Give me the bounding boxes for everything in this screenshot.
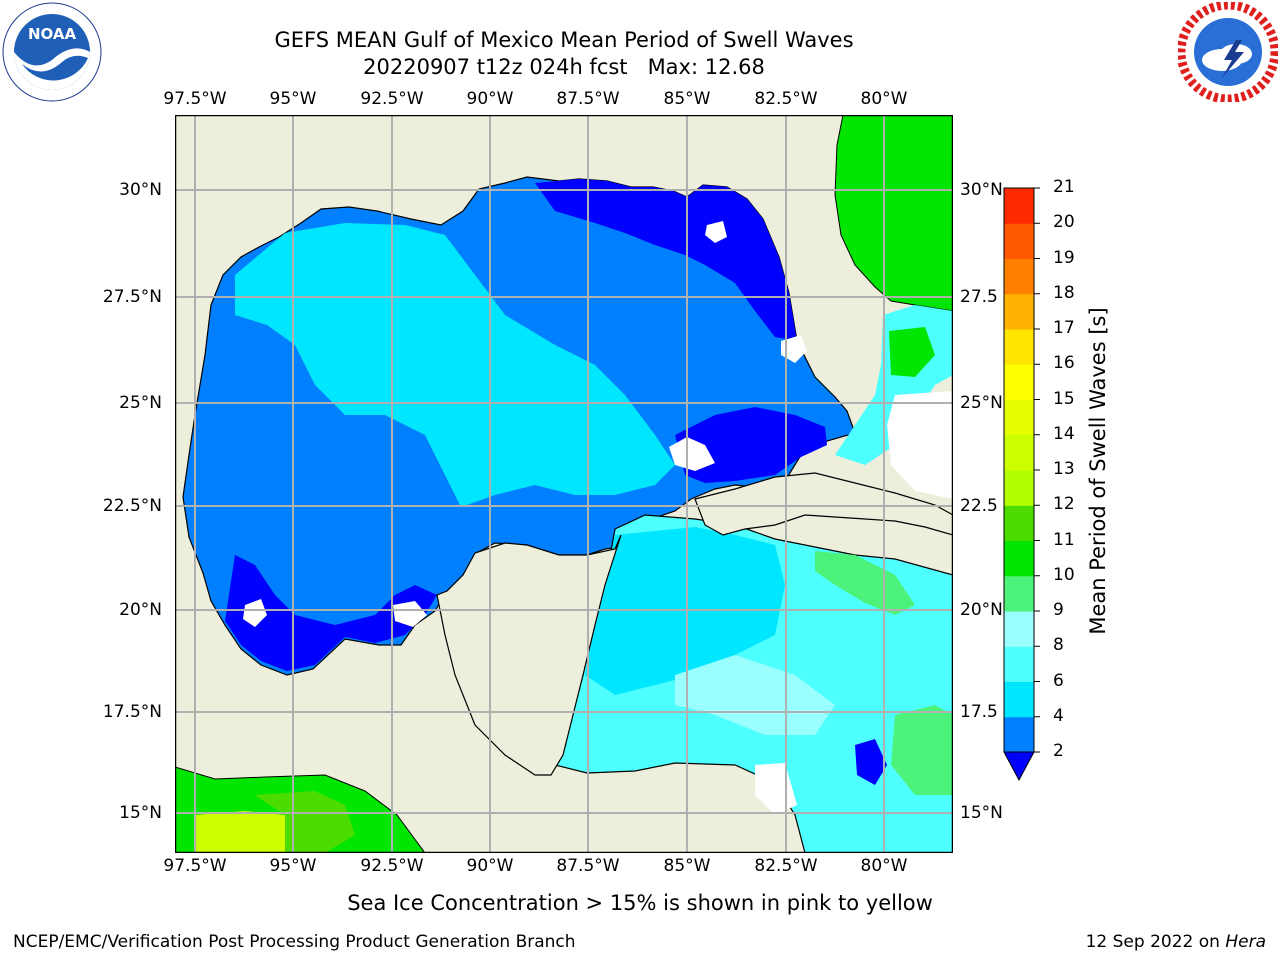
lat-label-right: 25°N <box>960 393 1003 413</box>
period-band-low-north <box>535 179 797 341</box>
colorbar-cell <box>1004 575 1034 612</box>
colorbar-cell <box>1004 646 1034 682</box>
colorbar-tick-label: 21 <box>1053 177 1075 197</box>
yucatan-land <box>436 534 622 776</box>
map-panel <box>175 115 953 853</box>
colorbar-cell <box>1004 540 1034 577</box>
footer-machine: Hera <box>1225 932 1266 952</box>
footer-right: 12 Sep 2022 on Hera <box>1086 932 1266 952</box>
lon-label-bottom: 87.5°W <box>556 856 620 876</box>
lon-label-top: 85°W <box>663 89 711 109</box>
colorbar-cell <box>1004 258 1034 295</box>
period-band-green-caribbean-north <box>815 551 915 615</box>
nws-logo <box>1176 0 1280 104</box>
lon-label-top: 90°W <box>466 89 514 109</box>
colorbar-cell <box>1004 293 1034 330</box>
lon-label-top: 82.5°W <box>754 89 818 109</box>
colorbar-tick-label: 12 <box>1053 494 1075 515</box>
lat-label-left: 22.5°N <box>102 496 162 516</box>
colorbar-cell <box>1004 470 1034 506</box>
lat-label-right: 20°N <box>960 600 1003 620</box>
footer-date: 12 Sep 2022 on <box>1085 932 1226 952</box>
noaa-logo: NOAA <box>2 2 102 102</box>
footer-left: NCEP/EMC/Verification Post Processing Pr… <box>13 932 576 952</box>
lon-label-top: 97.5°W <box>163 89 227 109</box>
period-band-green-bahamas <box>889 327 935 377</box>
lon-label-bottom: 90°W <box>466 856 514 876</box>
lat-label-left: 17.5°N <box>102 702 162 722</box>
colorbar-tick-label: 11 <box>1053 529 1075 550</box>
map-border <box>175 115 953 853</box>
noaa-logo-text: NOAA <box>28 25 77 43</box>
lat-label-left: 30°N <box>119 180 162 200</box>
lon-label-bottom: 97.5°W <box>163 856 227 876</box>
period-band-low-caribbean <box>855 739 887 785</box>
period-band-low-campeche <box>225 555 437 671</box>
sea-ice-note: Sea Ice Concentration > 15% is shown in … <box>347 891 933 915</box>
colorbar-cell <box>1004 329 1034 365</box>
pacific-water-lime <box>195 811 285 853</box>
lat-label-right: 22.5 <box>960 496 998 516</box>
colorbar-tick-label: 19 <box>1053 247 1075 268</box>
lat-label-right: 30°N <box>960 180 1003 200</box>
lon-label-bottom: 80°W <box>860 856 908 876</box>
colorbar-cell <box>1004 434 1034 471</box>
colorbar-tick-label: 20 <box>1053 212 1075 233</box>
colorbar-under-triangle <box>1003 751 1035 782</box>
pacific-water-green-mid <box>255 791 355 853</box>
cuba-island <box>694 472 953 536</box>
colorbar-tick-label: 13 <box>1053 459 1075 479</box>
colorbar-tick-label: 10 <box>1053 564 1075 585</box>
colorbar-tick-label: 18 <box>1053 282 1075 303</box>
lat-label-right: 27.5 <box>960 287 998 307</box>
lon-label-top: 80°W <box>860 89 908 109</box>
lat-label-left: 27.5°N <box>102 287 162 307</box>
colorbar-tick-label: 14 <box>1053 423 1075 444</box>
colorbar-tick-label: 16 <box>1053 353 1075 374</box>
lon-label-bottom: 95°W <box>269 856 317 876</box>
period-band-light-caribbean <box>675 655 835 735</box>
lat-label-left: 25°N <box>119 393 162 413</box>
lon-label-bottom: 92.5°W <box>360 856 424 876</box>
lat-label-right: 17.5 <box>960 702 998 722</box>
lon-label-bottom: 82.5°W <box>754 856 818 876</box>
lat-label-left: 15°N <box>119 803 162 823</box>
colorbar-cell <box>1004 716 1034 753</box>
colorbar-cell <box>1004 223 1034 259</box>
lon-label-top: 87.5°W <box>556 89 620 109</box>
colorbar <box>1000 186 1040 786</box>
lat-label-right: 15°N <box>960 803 1003 823</box>
colorbar-cell <box>1004 188 1034 224</box>
period-band-low-southeast <box>675 407 827 483</box>
lon-label-top: 95°W <box>269 89 317 109</box>
lon-label-top: 92.5°W <box>360 89 424 109</box>
colorbar-tick-label: 6 <box>1053 670 1064 691</box>
colorbar-cell <box>1004 611 1034 647</box>
colorbar-cell <box>1004 505 1034 541</box>
lon-label-bottom: 85°W <box>663 856 711 876</box>
map-gridlines <box>175 115 953 853</box>
colorbar-cell <box>1004 364 1034 400</box>
lat-label-left: 20°N <box>119 600 162 620</box>
colorbar-title: Mean Period of Swell Waves [s] <box>1086 307 1110 635</box>
chart-subtitle: 20220907 t12z 024h fcst Max: 12.68 <box>363 55 765 79</box>
colorbar-tick-label: 8 <box>1053 635 1064 656</box>
period-band-green-caribbean-east <box>891 705 953 795</box>
colorbar-cell <box>1004 681 1034 718</box>
colorbar-tick-label: 17 <box>1053 318 1075 338</box>
atlantic-water-green <box>834 115 953 312</box>
colorbar-tick-label: 4 <box>1053 705 1064 726</box>
colorbar-cell <box>1004 399 1034 436</box>
no-data-patches <box>243 221 953 815</box>
colorbar-tick-label: 9 <box>1053 600 1064 620</box>
chart-title: GEFS MEAN Gulf of Mexico Mean Period of … <box>274 28 854 52</box>
period-band-mid-central <box>235 223 675 507</box>
colorbar-tick-label: 2 <box>1053 741 1064 761</box>
colorbar-tick-label: 15 <box>1053 388 1075 409</box>
